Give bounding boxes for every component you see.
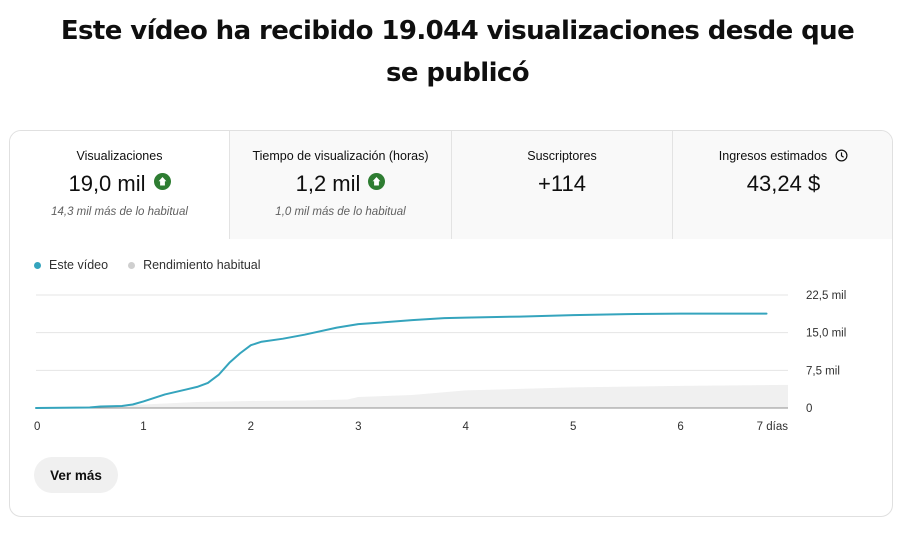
tab-views[interactable]: Visualizaciones 19,0 mil 14,3 mil más de… <box>10 131 230 239</box>
legend-swatch-gray <box>128 261 136 269</box>
legend-label: Rendimiento habitual <box>143 258 261 272</box>
analytics-card: Visualizaciones 19,0 mil 14,3 mil más de… <box>9 130 893 517</box>
metric-value: 1,2 mil <box>230 171 451 197</box>
x-tick-label: 2 <box>248 421 254 433</box>
x-tick-label: 7 días <box>757 421 789 433</box>
metric-label: Suscriptores <box>527 149 597 163</box>
metric-label: Visualizaciones <box>76 149 163 163</box>
x-tick-label: 4 <box>463 421 470 433</box>
x-tick-label: 5 <box>570 421 576 433</box>
metric-value: 19,0 mil <box>10 171 229 197</box>
legend-label: Este vídeo <box>49 258 109 272</box>
metric-value: 43,24 $ <box>746 171 821 196</box>
page-title: Este vídeo ha recibido 19.044 visualizac… <box>60 16 855 88</box>
x-tick-label: 1 <box>140 421 146 433</box>
legend-typical[interactable]: Rendimiento habitual <box>128 258 261 272</box>
legend-this-video[interactable]: Este vídeo <box>34 258 108 272</box>
tab-subscribers[interactable]: Suscriptores +114 <box>452 131 673 239</box>
metric-note: 14,3 mil más de lo habitual <box>51 206 188 218</box>
metric-label: Ingresos estimados <box>673 149 892 163</box>
arrow-up-icon <box>153 173 171 190</box>
views-line-chart: 0 7,5 mil 15,0 mil 22,5 mil 0 1 2 3 4 5 6 7 días <box>34 290 846 433</box>
clock-icon <box>835 149 848 162</box>
x-tick-label: 0 <box>34 421 40 433</box>
legend-swatch-blue <box>34 261 41 269</box>
y-tick-label: 7,5 mil <box>806 365 840 377</box>
metrics-tabs: Visualizaciones 19,0 mil 14,3 mil más de… <box>10 131 892 239</box>
typical-performance-area <box>36 384 788 408</box>
chart-legend: Este vídeo Rendimiento habitual <box>34 258 261 272</box>
y-tick-label: 22,5 mil <box>806 290 846 302</box>
this-video-line <box>35 312 768 409</box>
y-tick-label: 0 <box>806 403 812 415</box>
metric-value: +114 <box>538 171 586 196</box>
arrow-up-icon <box>368 173 386 190</box>
x-tick-label: 3 <box>355 421 361 433</box>
y-tick-label: 15,0 mil <box>806 328 846 340</box>
x-tick-label: 6 <box>677 421 683 433</box>
metric-label: Tiempo de visualización (horas) <box>252 149 429 163</box>
metric-note: 1,0 mil más de lo habitual <box>275 206 406 218</box>
see-more-button[interactable]: Ver más <box>34 457 118 493</box>
tab-watch-time[interactable]: Tiempo de visualización (horas) 1,2 mil … <box>230 131 452 239</box>
tab-revenue[interactable]: Ingresos estimados 43,24 $ <box>673 131 892 239</box>
